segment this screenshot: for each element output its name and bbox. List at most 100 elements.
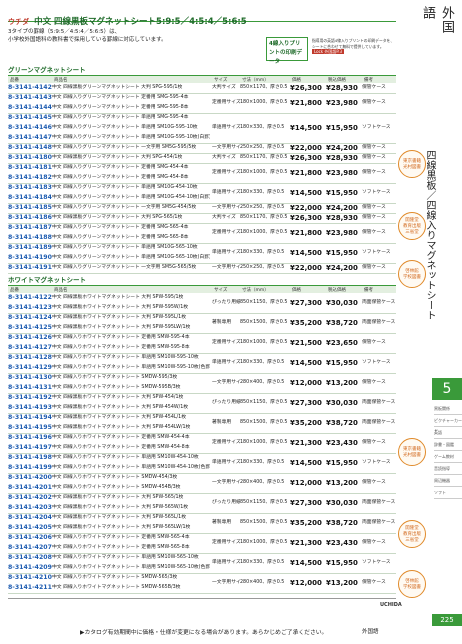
lead-line: 3タイプの罫線（5:9:5／4:5:4／5:6:5）は、	[8, 29, 121, 35]
size-name: 大判サイズ	[212, 215, 236, 220]
size-name: 定番用サイズ	[212, 440, 240, 445]
item-code: 8-3141-4131	[8, 384, 52, 391]
row-rule	[8, 333, 396, 334]
item-name: 中文 四線入りホワイトマグネットシート 単語用 SM10W-565-10枚	[52, 555, 199, 560]
price: ¥21,800	[290, 229, 322, 237]
dimensions: 180×330、厚さ0.5	[240, 125, 285, 130]
side-menu-item[interactable]: 英語	[434, 428, 462, 439]
section-title: ホワイトマグネットシート	[8, 276, 396, 286]
item-name: 中文 四線黒板グリーンマグネットシート 大判 SPG-565/1枚	[52, 215, 183, 220]
price: ¥27,300	[290, 399, 322, 407]
item-name: 中文 四線入りホワイトマグネットシート SMDW-595B/3枚	[52, 385, 181, 390]
row-rule	[8, 373, 396, 374]
section-title: グリーンマグネットシート	[8, 66, 396, 76]
side-menu-item[interactable]: 周辺機器	[434, 476, 462, 487]
note: 保管ケース	[362, 580, 386, 585]
item-code: 8-3141-4206	[8, 534, 52, 541]
row-rule	[8, 113, 396, 114]
price-tax: ¥15,950	[326, 249, 358, 257]
side-menu-item[interactable]: ゲーム教材	[434, 452, 462, 463]
item-name: 中文 四線黒板ホワイトマグネットシート 大判 SPW-595W/1枚	[52, 305, 189, 310]
item-code: 8-3141-4203	[8, 504, 52, 511]
size-name: 一文字用サイズ	[212, 265, 240, 270]
item-code: 8-3141-4130	[8, 374, 52, 381]
price-tax: ¥28,930	[326, 154, 358, 162]
row-rule	[8, 553, 396, 554]
dimensions: 280×400、厚さ0.5	[240, 580, 285, 585]
price: ¥26,300	[290, 84, 322, 92]
item-code: 8-3141-4129	[8, 364, 52, 371]
size-name: 一文字用サイズ	[212, 380, 240, 385]
item-code: 8-3141-4143	[8, 94, 52, 101]
column-label: サイズ	[214, 288, 228, 293]
dimensions: 850×1170、厚さ0.5	[240, 155, 288, 160]
size-name: 単語用サイズ	[212, 250, 240, 255]
price-tax: ¥24,200	[326, 264, 358, 272]
note: 保管ケース	[362, 380, 386, 385]
size-name: 定番用サイズ	[212, 230, 240, 235]
item-code: 8-3141-4202	[8, 494, 52, 501]
row-rule	[8, 393, 396, 394]
item-code: 8-3141-4189	[8, 244, 52, 251]
note: ソフトケース	[362, 560, 391, 565]
dimensions: 180×330、厚さ0.5	[240, 360, 285, 365]
item-code: 8-3141-4145	[8, 114, 52, 121]
price: ¥21,800	[290, 169, 322, 177]
side-menu-item[interactable]: ピクチャーカード	[434, 418, 462, 433]
item-name: 中文 四線入りホワイトマグネットシート SMDW-454B/3枚	[52, 485, 181, 490]
badge-line: 光村図書	[403, 453, 421, 458]
item-code: 8-3141-4192	[8, 394, 52, 401]
row-rule	[8, 143, 396, 144]
badge-line: 東京書籍	[403, 447, 421, 452]
badge: 啓林館 学校図書	[398, 260, 426, 288]
note: 保管ケース	[362, 265, 386, 270]
side-menu-item[interactable]: 黒板関係	[434, 404, 462, 415]
note: 保管ケース	[362, 440, 386, 445]
price-tax: ¥15,950	[326, 459, 358, 467]
item-name: 中文 四線黒板ホワイトマグネットシート 大判 SPW-565L/1枚	[52, 515, 187, 520]
badge-line: 三省堂	[405, 230, 419, 235]
item-name: 中文 四線黒板グリーンマグネットシート 大判 SPG-595/1枚	[52, 85, 183, 90]
item-code: 8-3141-4144	[8, 104, 52, 111]
size-name: 単語用サイズ	[212, 560, 240, 565]
chapter-tab[interactable]: 5	[432, 378, 462, 400]
row-rule	[8, 163, 396, 164]
badge-line: 開隆堂	[405, 218, 419, 223]
item-code: 8-3141-4211	[8, 584, 52, 591]
row-rule	[8, 313, 396, 314]
size-name: 定番用サイズ	[212, 540, 240, 545]
footer-rule	[8, 598, 396, 599]
item-name: 中文 四線黒板ホワイトマグネットシート 大判 SPW-565/1枚	[52, 495, 184, 500]
size-name: ぴったり用紙	[212, 300, 240, 305]
price-tax: ¥15,950	[326, 359, 358, 367]
side-menu-item[interactable]: 音読指導	[434, 464, 462, 475]
price-tax: ¥23,980	[326, 229, 358, 237]
row-rule	[8, 153, 396, 154]
item-code: 8-3141-4147	[8, 134, 52, 141]
link[interactable]: Lock 外国語P.3	[312, 49, 344, 54]
badge-line: 啓林館	[405, 269, 419, 274]
item-code: 8-3141-4185	[8, 204, 52, 211]
item-code: 8-3141-4187	[8, 224, 52, 231]
dimensions: 850×1170、厚さ0.5	[240, 215, 288, 220]
side-menu-item[interactable]: 辞書・図鑑	[434, 440, 462, 451]
size-name: 著製専用	[212, 420, 232, 425]
dimensions: 850×1150、厚さ0.5	[240, 400, 288, 405]
badge: 東京書籍 光村図書	[398, 150, 426, 178]
price: ¥14,500	[290, 359, 322, 367]
note: 両面保管ケース	[362, 320, 396, 325]
item-code: 8-3141-4205	[8, 524, 52, 531]
item-name: 中文 四線入りホワイトマグネットシート 定番用 SMW-454-8本	[52, 445, 190, 450]
item-name: 中文 四線入りホワイトマグネットシート 定番用 SMW-454-4本	[52, 435, 190, 440]
item-name: 中文 四線入りグリーンマグネットシート 定番用 SMG-595-4本	[52, 95, 189, 100]
price: ¥22,000	[290, 204, 322, 212]
item-name: 中文 四線入りホワイトマグネットシート 単語用 SM10W-595-10枚	[52, 355, 199, 360]
price-tax: ¥23,980	[326, 169, 358, 177]
row-rule	[8, 473, 396, 474]
badge: 東京書籍 光村図書	[398, 438, 426, 466]
dimensions: 850×1500、厚さ0.5	[240, 320, 288, 325]
dimensions: 180×1000、厚さ0.5	[240, 170, 288, 175]
side-menu-item[interactable]: ソフト	[434, 488, 462, 499]
badge-line: 開隆堂	[405, 526, 419, 531]
